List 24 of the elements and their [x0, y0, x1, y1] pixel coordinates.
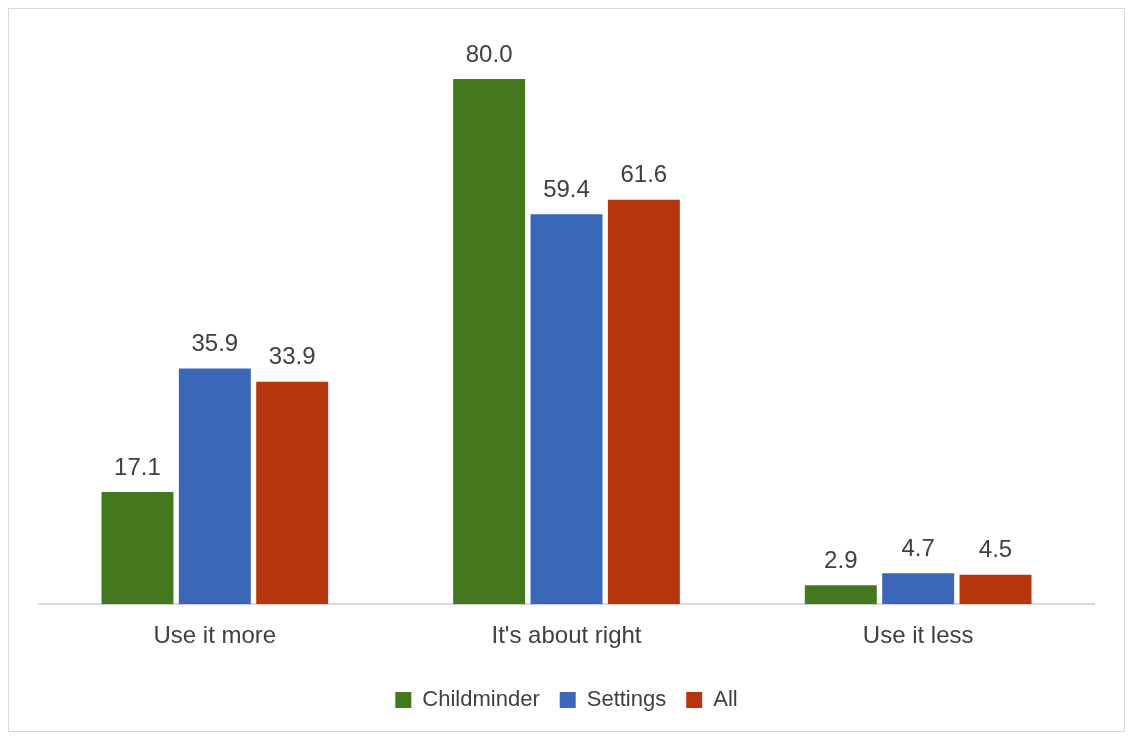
data-label: 35.9	[191, 329, 239, 357]
data-label: 33.9	[268, 342, 316, 370]
x-tick-label: Use it more	[153, 621, 277, 649]
data-label: 61.6	[620, 160, 668, 188]
bar	[804, 585, 877, 605]
data-label: 4.7	[901, 533, 935, 561]
legend-label: All	[713, 686, 738, 712]
bar	[256, 381, 329, 605]
bar	[453, 79, 526, 605]
bar	[959, 574, 1032, 605]
data-label: 80.0	[465, 39, 513, 67]
data-label: 4.5	[978, 535, 1013, 563]
bar	[607, 199, 680, 605]
data-label: 59.4	[543, 174, 590, 202]
x-tick-label: It's about right	[491, 621, 642, 649]
x-tick-label: Use it less	[862, 621, 974, 649]
bar	[530, 214, 603, 605]
bar	[178, 368, 251, 605]
data-label: 2.9	[824, 545, 858, 573]
bar	[882, 573, 955, 605]
legend-label: Childminder	[422, 686, 540, 712]
data-label: 17.1	[114, 452, 161, 480]
legend-label: Settings	[586, 686, 667, 712]
bar	[101, 491, 174, 605]
